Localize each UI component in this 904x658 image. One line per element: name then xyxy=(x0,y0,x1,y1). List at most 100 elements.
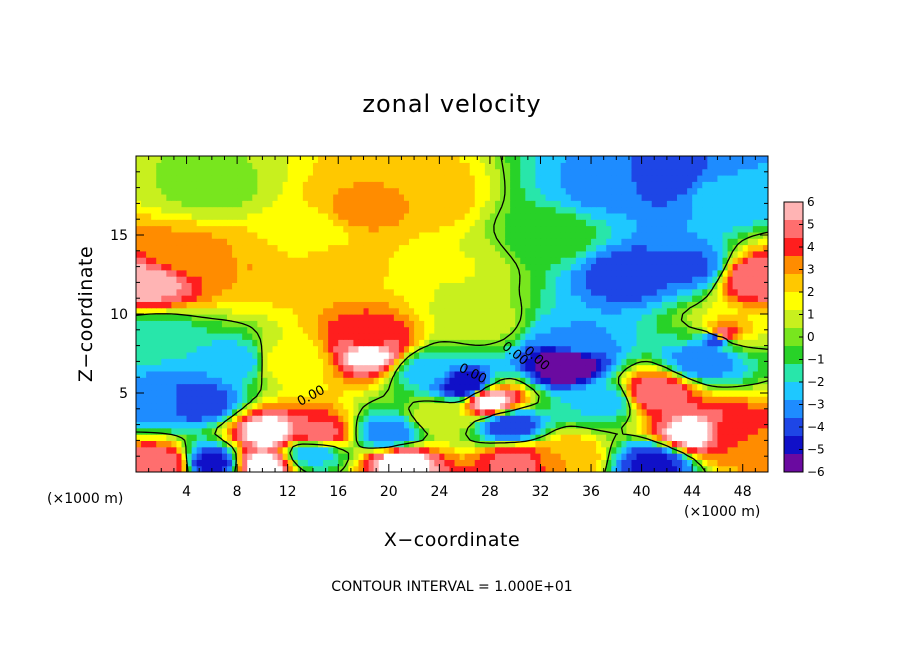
heatmap-cell xyxy=(166,377,172,385)
heatmap-cell xyxy=(555,263,562,271)
heatmap-cell xyxy=(141,244,147,252)
heatmap-cell xyxy=(312,377,319,385)
heatmap-cell xyxy=(429,358,435,366)
heatmap-cell xyxy=(762,364,768,372)
heatmap-cell xyxy=(621,231,628,239)
heatmap-cell xyxy=(191,307,198,315)
heatmap-cell xyxy=(611,408,617,416)
heatmap-cell xyxy=(479,465,486,472)
heatmap-cell xyxy=(479,434,486,441)
heatmap-cell xyxy=(171,440,178,448)
heatmap-cell xyxy=(621,263,628,271)
heatmap-cell xyxy=(747,301,754,309)
heatmap-cell xyxy=(171,396,178,404)
heatmap-cell xyxy=(636,408,643,416)
heatmap-cell xyxy=(545,434,552,441)
heatmap-cell xyxy=(560,339,567,347)
heatmap-cell xyxy=(323,295,329,302)
heatmap-cell xyxy=(742,231,749,239)
heatmap-cell xyxy=(580,219,587,227)
heatmap-cell xyxy=(328,370,334,378)
heatmap-cell xyxy=(459,351,466,359)
heatmap-cell xyxy=(388,332,395,340)
heatmap-cell xyxy=(671,288,678,296)
heatmap-cell xyxy=(459,415,466,423)
heatmap-cell xyxy=(414,250,420,258)
heatmap-cell xyxy=(221,225,228,233)
heatmap-cell xyxy=(247,282,253,290)
heatmap-cell xyxy=(323,440,329,448)
heatmap-cell xyxy=(464,314,471,321)
heatmap-cell xyxy=(500,250,506,258)
heatmap-cell xyxy=(444,421,451,429)
heatmap-cell xyxy=(631,370,638,378)
heatmap-cell xyxy=(596,440,602,448)
heatmap-cell xyxy=(626,364,633,372)
heatmap-cell xyxy=(631,238,638,246)
heatmap-cell xyxy=(737,383,744,391)
heatmap-cell xyxy=(464,276,471,283)
heatmap-cell xyxy=(520,295,526,302)
heatmap-cell xyxy=(211,459,218,467)
heatmap-cell xyxy=(257,370,263,378)
heatmap-cell xyxy=(196,339,203,347)
heatmap-cell xyxy=(328,421,334,429)
heatmap-cell xyxy=(550,364,557,372)
heatmap-cell xyxy=(621,345,628,353)
heatmap-cell xyxy=(712,415,719,423)
heatmap-cell xyxy=(216,415,223,423)
heatmap-cell xyxy=(201,326,208,334)
heatmap-cell xyxy=(732,440,739,448)
heatmap-cell xyxy=(484,427,491,435)
heatmap-cell xyxy=(383,396,390,404)
heatmap-cell xyxy=(550,434,557,441)
heatmap-cell xyxy=(707,408,713,416)
heatmap-cell xyxy=(671,301,678,309)
heatmap-cell xyxy=(727,453,734,460)
heatmap-cell xyxy=(343,377,349,385)
heatmap-cell xyxy=(282,351,289,359)
heatmap-cell xyxy=(196,288,203,296)
heatmap-cell xyxy=(616,453,622,460)
heatmap-cell xyxy=(732,219,739,227)
heatmap-cell xyxy=(525,446,531,454)
heatmap-cell xyxy=(687,276,693,283)
heatmap-cell xyxy=(707,307,713,315)
heatmap-cell xyxy=(171,434,178,441)
heatmap-cell xyxy=(247,459,253,467)
heatmap-cell xyxy=(707,446,713,454)
heatmap-cell xyxy=(419,351,425,359)
heatmap-cell xyxy=(191,320,198,328)
heatmap-cell xyxy=(141,377,147,385)
heatmap-cell xyxy=(318,358,324,366)
heatmap-cell xyxy=(221,332,228,340)
heatmap-cell xyxy=(661,459,668,467)
heatmap-cell xyxy=(545,288,552,296)
heatmap-cell xyxy=(489,465,496,472)
heatmap-cell xyxy=(606,377,612,385)
heatmap-cell xyxy=(601,269,607,277)
heatmap-cell xyxy=(560,427,567,435)
heatmap-cell xyxy=(621,465,628,472)
heatmap-cell xyxy=(429,345,435,353)
heatmap-cell xyxy=(282,276,289,283)
heatmap-cell xyxy=(621,408,628,416)
heatmap-cell xyxy=(697,459,703,467)
heatmap-cell xyxy=(297,238,304,246)
heatmap-cell xyxy=(424,231,430,239)
heatmap-cell xyxy=(474,225,481,233)
heatmap-cell xyxy=(247,364,253,372)
heatmap-cell xyxy=(191,339,198,347)
heatmap-cell xyxy=(651,364,658,372)
heatmap-cell xyxy=(267,358,274,366)
heatmap-cell xyxy=(439,257,446,265)
heatmap-cell xyxy=(307,402,314,410)
heatmap-cell xyxy=(383,459,390,467)
heatmap-cell xyxy=(560,238,567,246)
heatmap-cell xyxy=(444,465,451,472)
heatmap-cell xyxy=(742,440,749,448)
heatmap-cell xyxy=(601,389,607,397)
heatmap-cell xyxy=(282,402,289,410)
heatmap-cell xyxy=(216,257,223,265)
heatmap-cell xyxy=(434,370,440,378)
